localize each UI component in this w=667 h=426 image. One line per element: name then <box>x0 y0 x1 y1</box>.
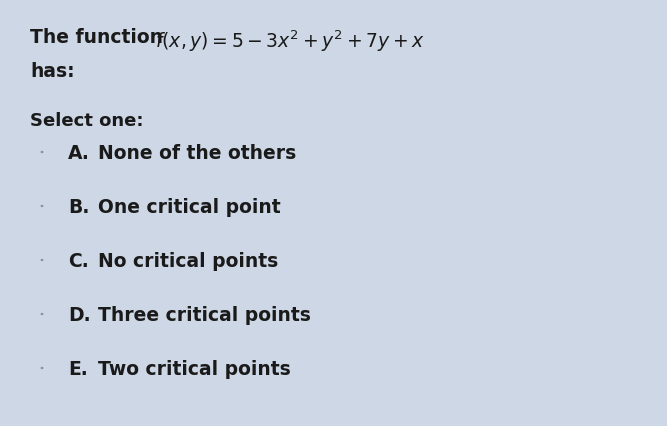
Text: One critical point: One critical point <box>98 198 281 217</box>
Text: has:: has: <box>30 62 75 81</box>
Text: $f(x, y) = 5 - 3x^2 + y^2 + 7y + x$: $f(x, y) = 5 - 3x^2 + y^2 + 7y + x$ <box>155 28 425 54</box>
Text: A.: A. <box>68 144 90 163</box>
Text: Three critical points: Three critical points <box>98 306 311 325</box>
Text: No critical points: No critical points <box>98 252 278 271</box>
Text: Select one:: Select one: <box>30 112 143 130</box>
Text: B.: B. <box>68 198 89 217</box>
Text: C.: C. <box>68 252 89 271</box>
Text: E.: E. <box>68 360 88 379</box>
Text: None of the others: None of the others <box>98 144 296 163</box>
Text: The function: The function <box>30 28 169 47</box>
Text: D.: D. <box>68 306 91 325</box>
Text: Two critical points: Two critical points <box>98 360 291 379</box>
